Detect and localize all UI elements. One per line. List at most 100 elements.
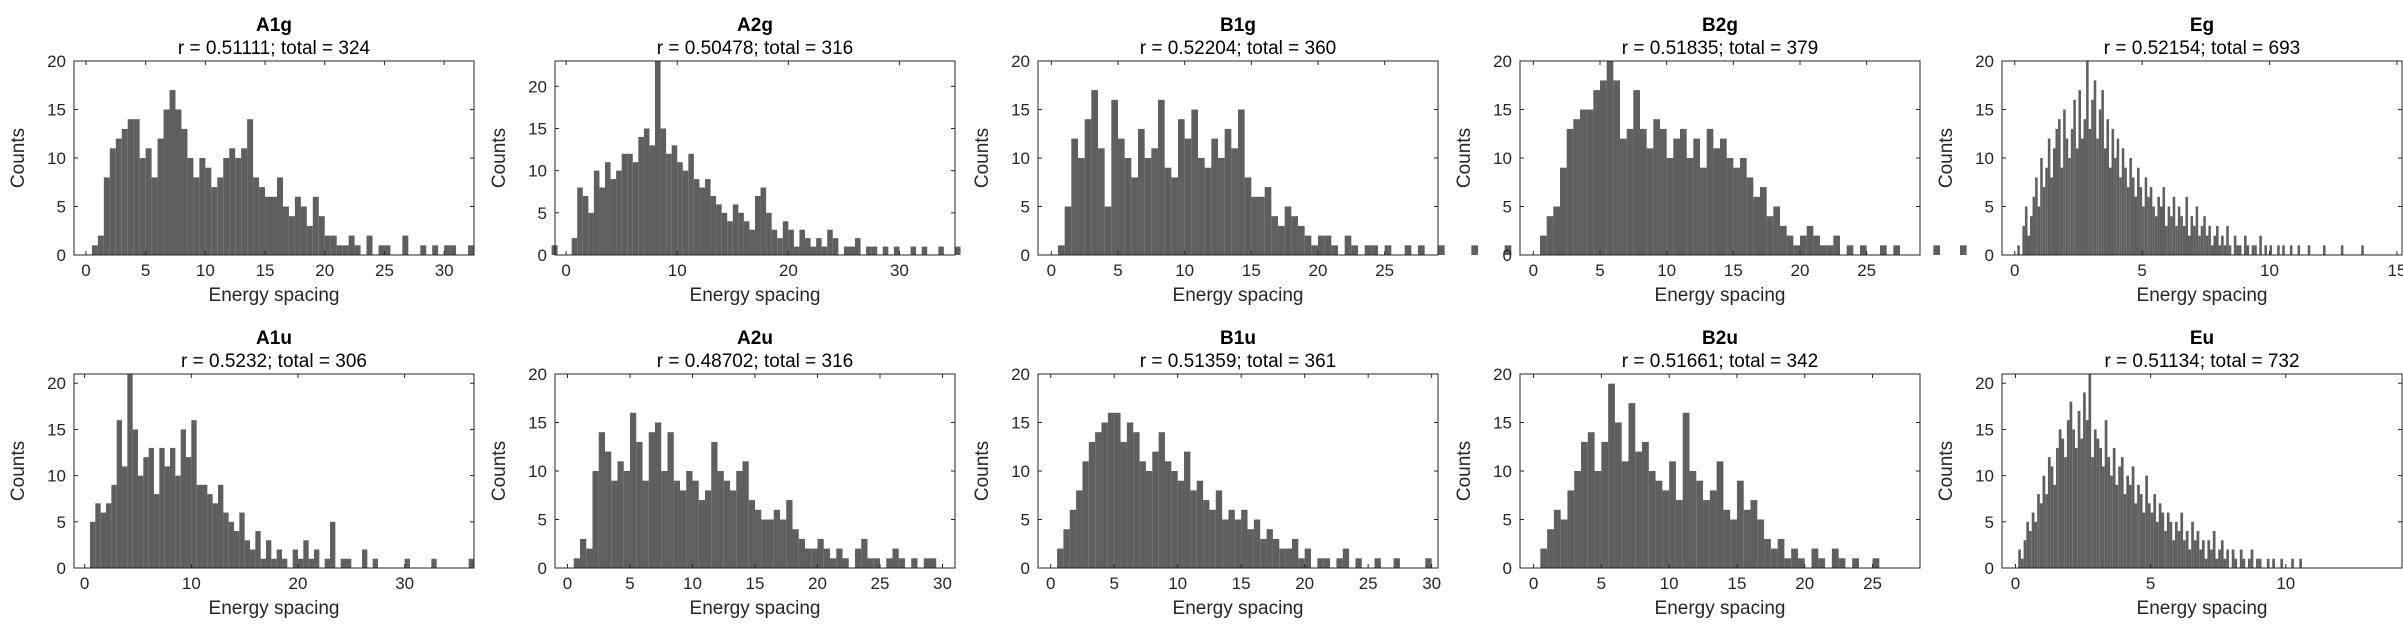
histogram-bar xyxy=(2026,521,2030,568)
y-tick-label: 15 xyxy=(528,414,547,433)
histogram-bar xyxy=(2221,235,2224,255)
histogram-bar xyxy=(2223,245,2227,255)
y-tick-label: 10 xyxy=(1493,149,1512,168)
histogram-bar xyxy=(777,238,783,255)
panel-subtitle: r = 0.51359; total = 361 xyxy=(1140,351,1337,372)
histogram-bar xyxy=(2063,109,2066,255)
histogram-bar xyxy=(1203,500,1210,568)
histogram-bar xyxy=(592,471,599,568)
histogram-bar xyxy=(2154,216,2158,255)
histogram-bar xyxy=(855,548,862,568)
histogram-bar xyxy=(2134,503,2138,568)
y-axis-label: Counts xyxy=(8,441,29,501)
histogram-bar xyxy=(223,158,230,255)
histogram-bar xyxy=(1826,245,1834,255)
histogram-bar xyxy=(1880,245,1887,255)
histogram-bar xyxy=(1231,148,1238,255)
histogram-bar xyxy=(298,558,304,568)
histogram-bar xyxy=(1438,245,1445,255)
histogram-bar xyxy=(1139,461,1146,568)
histogram-bar xyxy=(2035,177,2038,255)
histogram-bar xyxy=(2129,158,2132,255)
histogram-bar xyxy=(1574,471,1582,568)
histogram-bar xyxy=(2110,475,2113,568)
histogram-bar xyxy=(193,177,200,255)
histogram-bar xyxy=(2277,245,2280,255)
histogram-bar xyxy=(1764,538,1771,568)
histogram-bar xyxy=(2058,429,2062,568)
histogram-bar xyxy=(312,196,319,255)
histogram-bar xyxy=(780,519,787,568)
histogram-bar xyxy=(1709,490,1717,568)
histogram-bar xyxy=(205,167,212,255)
x-tick-label: 15 xyxy=(1232,574,1251,593)
histogram-bar xyxy=(1244,177,1252,255)
y-tick-label: 5 xyxy=(1021,198,1030,217)
histogram-bar xyxy=(1818,558,1826,568)
histogram-bar xyxy=(294,196,301,255)
histogram-bar xyxy=(1662,490,1670,568)
histogram-bar xyxy=(2282,245,2285,255)
histogram-bar xyxy=(234,531,240,568)
histogram-bar xyxy=(2029,531,2032,568)
histogram-bar xyxy=(2088,128,2092,255)
histogram-bar xyxy=(2045,167,2048,255)
x-tick-label: 0 xyxy=(1046,574,1055,593)
histogram-bar xyxy=(157,138,164,255)
histogram-bar xyxy=(692,480,699,568)
histogram-bar xyxy=(2150,512,2154,568)
histogram-bar xyxy=(2166,512,2170,568)
histogram-bar xyxy=(1404,245,1412,255)
histogram-bar xyxy=(2205,235,2209,255)
histogram-bar xyxy=(2134,196,2138,255)
histogram-bar xyxy=(2017,245,2020,255)
histogram-bar xyxy=(2236,245,2239,255)
histogram-bar xyxy=(348,235,355,255)
histogram-bar xyxy=(1211,138,1218,255)
y-axis-label: Counts xyxy=(8,128,29,188)
histogram-bar xyxy=(792,529,799,568)
y-axis-label: Counts xyxy=(1936,128,1957,188)
histogram-bar xyxy=(340,558,346,568)
histogram-bar xyxy=(2037,206,2041,255)
histogram-bar xyxy=(1196,480,1204,568)
histogram-bar xyxy=(2137,484,2140,568)
y-tick-label: 5 xyxy=(1985,513,1994,532)
histogram-bar xyxy=(2212,531,2216,568)
histogram-bar xyxy=(151,177,158,255)
histogram-bar xyxy=(1766,216,1774,255)
x-tick-label: 30 xyxy=(435,261,454,280)
histogram-bar xyxy=(444,245,451,255)
histogram-bar xyxy=(2045,494,2048,568)
histogram-bar xyxy=(1178,119,1185,255)
histogram-bar xyxy=(816,238,822,255)
histogram-bar xyxy=(1064,206,1072,255)
x-tick-label: 0 xyxy=(2011,574,2020,593)
histogram-bar xyxy=(143,457,149,568)
histogram-bar xyxy=(817,538,824,568)
histogram-bar xyxy=(100,512,106,568)
histogram-bar xyxy=(1158,99,1165,255)
histogram-bar xyxy=(2142,206,2145,255)
x-axis-label: Energy spacing xyxy=(1173,598,1304,619)
histogram-bar xyxy=(2123,494,2127,568)
histogram-bar xyxy=(2145,475,2148,568)
histogram-bar xyxy=(2060,167,2064,255)
histogram-bar xyxy=(1635,451,1643,568)
histogram-bar xyxy=(1058,245,1065,255)
histogram-bar xyxy=(1713,148,1720,255)
histogram-bar xyxy=(836,548,843,568)
x-tick-label: 5 xyxy=(1595,261,1604,280)
histogram-bar xyxy=(1164,167,1172,255)
histogram-bar xyxy=(1241,509,1248,568)
y-axis-label: Counts xyxy=(1454,128,1475,188)
histogram-bar xyxy=(330,521,336,568)
histogram-bar xyxy=(266,540,272,568)
histogram-bar xyxy=(1393,558,1400,568)
histogram-bar xyxy=(378,245,385,255)
histogram-bar xyxy=(1272,538,1280,568)
histogram-bar xyxy=(2037,494,2040,568)
histogram-bar xyxy=(2032,196,2036,255)
histogram-bar xyxy=(743,221,750,255)
